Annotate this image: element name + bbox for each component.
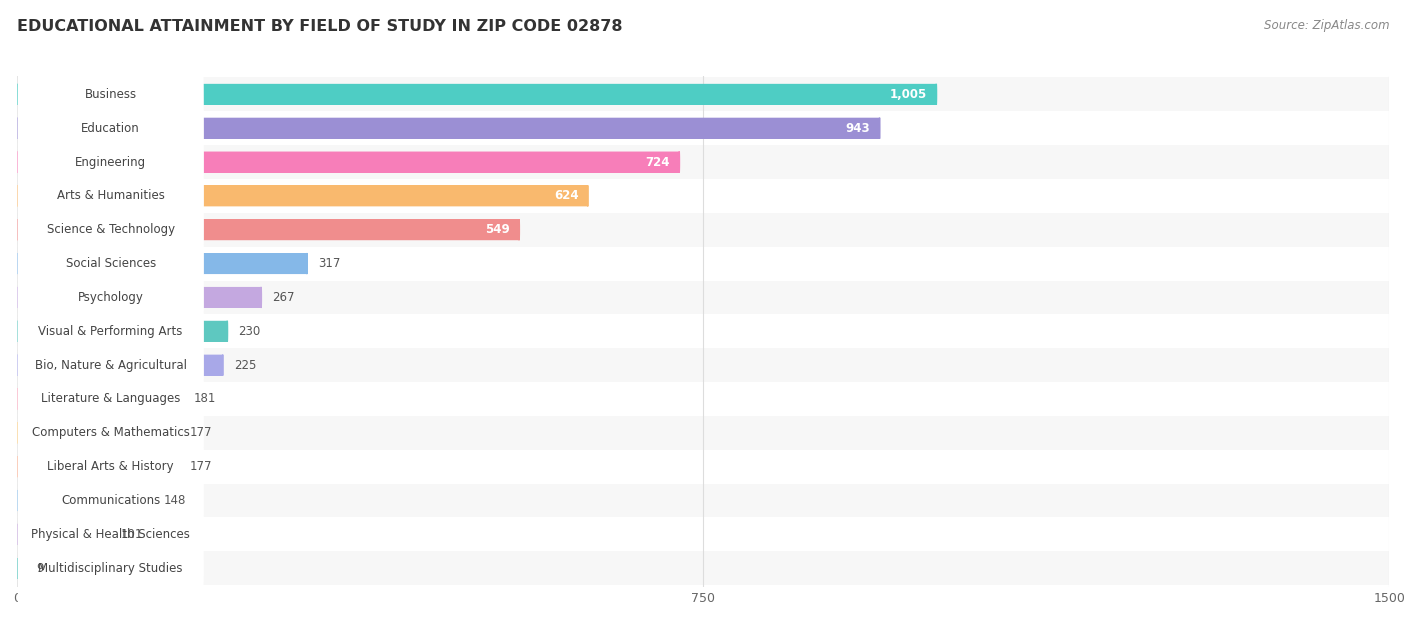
Bar — [17, 186, 588, 206]
Bar — [17, 382, 1389, 416]
Text: 148: 148 — [163, 494, 186, 507]
Bar — [17, 247, 1389, 281]
FancyBboxPatch shape — [18, 0, 204, 239]
Bar — [17, 213, 1389, 247]
FancyBboxPatch shape — [17, 456, 179, 477]
Text: 177: 177 — [190, 427, 212, 439]
FancyBboxPatch shape — [18, 119, 204, 408]
FancyBboxPatch shape — [18, 52, 204, 340]
Text: Science & Technology: Science & Technology — [46, 223, 174, 236]
FancyBboxPatch shape — [18, 86, 204, 374]
Text: Arts & Humanities: Arts & Humanities — [56, 189, 165, 203]
Text: Source: ZipAtlas.com: Source: ZipAtlas.com — [1264, 19, 1389, 32]
FancyBboxPatch shape — [17, 389, 183, 410]
Bar — [17, 314, 1389, 348]
FancyBboxPatch shape — [18, 322, 204, 611]
FancyBboxPatch shape — [17, 524, 110, 545]
Text: Physical & Health Sciences: Physical & Health Sciences — [31, 528, 190, 541]
Bar — [17, 450, 1389, 483]
FancyBboxPatch shape — [18, 424, 204, 631]
Bar — [17, 558, 25, 579]
Text: 9: 9 — [37, 562, 44, 575]
Text: Visual & Performing Arts: Visual & Performing Arts — [38, 325, 183, 338]
Text: Business: Business — [84, 88, 136, 101]
Bar — [17, 281, 1389, 314]
Text: Education: Education — [82, 122, 141, 134]
Text: 177: 177 — [190, 460, 212, 473]
Text: 943: 943 — [846, 122, 870, 134]
Bar — [17, 151, 679, 172]
FancyBboxPatch shape — [17, 287, 262, 308]
FancyBboxPatch shape — [17, 355, 222, 375]
FancyBboxPatch shape — [18, 187, 204, 476]
Text: Multidisciplinary Studies: Multidisciplinary Studies — [38, 562, 183, 575]
Bar — [17, 321, 228, 342]
Bar — [17, 456, 179, 477]
Bar — [17, 78, 1389, 111]
FancyBboxPatch shape — [17, 84, 936, 105]
Text: EDUCATIONAL ATTAINMENT BY FIELD OF STUDY IN ZIP CODE 02878: EDUCATIONAL ATTAINMENT BY FIELD OF STUDY… — [17, 19, 623, 34]
FancyBboxPatch shape — [18, 18, 204, 306]
Text: Bio, Nature & Agricultural: Bio, Nature & Agricultural — [35, 358, 187, 372]
Bar — [17, 416, 1389, 450]
Text: 101: 101 — [121, 528, 142, 541]
Bar — [17, 84, 936, 105]
Text: Computers & Mathematics: Computers & Mathematics — [32, 427, 190, 439]
FancyBboxPatch shape — [17, 422, 179, 444]
FancyBboxPatch shape — [18, 255, 204, 543]
Text: 317: 317 — [318, 257, 340, 270]
Bar — [17, 422, 179, 444]
FancyBboxPatch shape — [18, 357, 204, 631]
Bar — [17, 253, 307, 274]
Bar — [17, 219, 519, 240]
Bar — [17, 287, 262, 308]
Text: Psychology: Psychology — [77, 291, 143, 304]
Text: 181: 181 — [194, 392, 215, 406]
Text: 230: 230 — [238, 325, 260, 338]
Text: 724: 724 — [645, 155, 671, 168]
Bar — [17, 355, 222, 375]
Bar — [17, 490, 152, 511]
Bar — [17, 524, 110, 545]
FancyBboxPatch shape — [17, 186, 588, 206]
FancyBboxPatch shape — [18, 390, 204, 631]
Bar — [17, 551, 1389, 585]
Text: 624: 624 — [554, 189, 579, 203]
Bar — [17, 483, 1389, 517]
FancyBboxPatch shape — [17, 118, 880, 139]
FancyBboxPatch shape — [18, 0, 204, 273]
Text: 1,005: 1,005 — [890, 88, 927, 101]
FancyBboxPatch shape — [17, 219, 519, 240]
Text: Engineering: Engineering — [75, 155, 146, 168]
Bar — [17, 111, 1389, 145]
Bar — [17, 517, 1389, 551]
Bar — [17, 145, 1389, 179]
Text: 225: 225 — [233, 358, 256, 372]
FancyBboxPatch shape — [18, 288, 204, 577]
Text: Social Sciences: Social Sciences — [66, 257, 156, 270]
FancyBboxPatch shape — [17, 253, 307, 274]
Text: 267: 267 — [273, 291, 295, 304]
FancyBboxPatch shape — [17, 151, 679, 172]
FancyBboxPatch shape — [17, 321, 228, 342]
FancyBboxPatch shape — [18, 153, 204, 442]
Bar — [17, 348, 1389, 382]
Text: Liberal Arts & History: Liberal Arts & History — [48, 460, 174, 473]
FancyBboxPatch shape — [18, 221, 204, 509]
Bar — [17, 179, 1389, 213]
Text: Communications: Communications — [60, 494, 160, 507]
Bar — [17, 118, 880, 139]
Text: 549: 549 — [485, 223, 510, 236]
FancyBboxPatch shape — [17, 490, 152, 511]
Bar — [17, 389, 183, 410]
Text: Literature & Languages: Literature & Languages — [41, 392, 180, 406]
